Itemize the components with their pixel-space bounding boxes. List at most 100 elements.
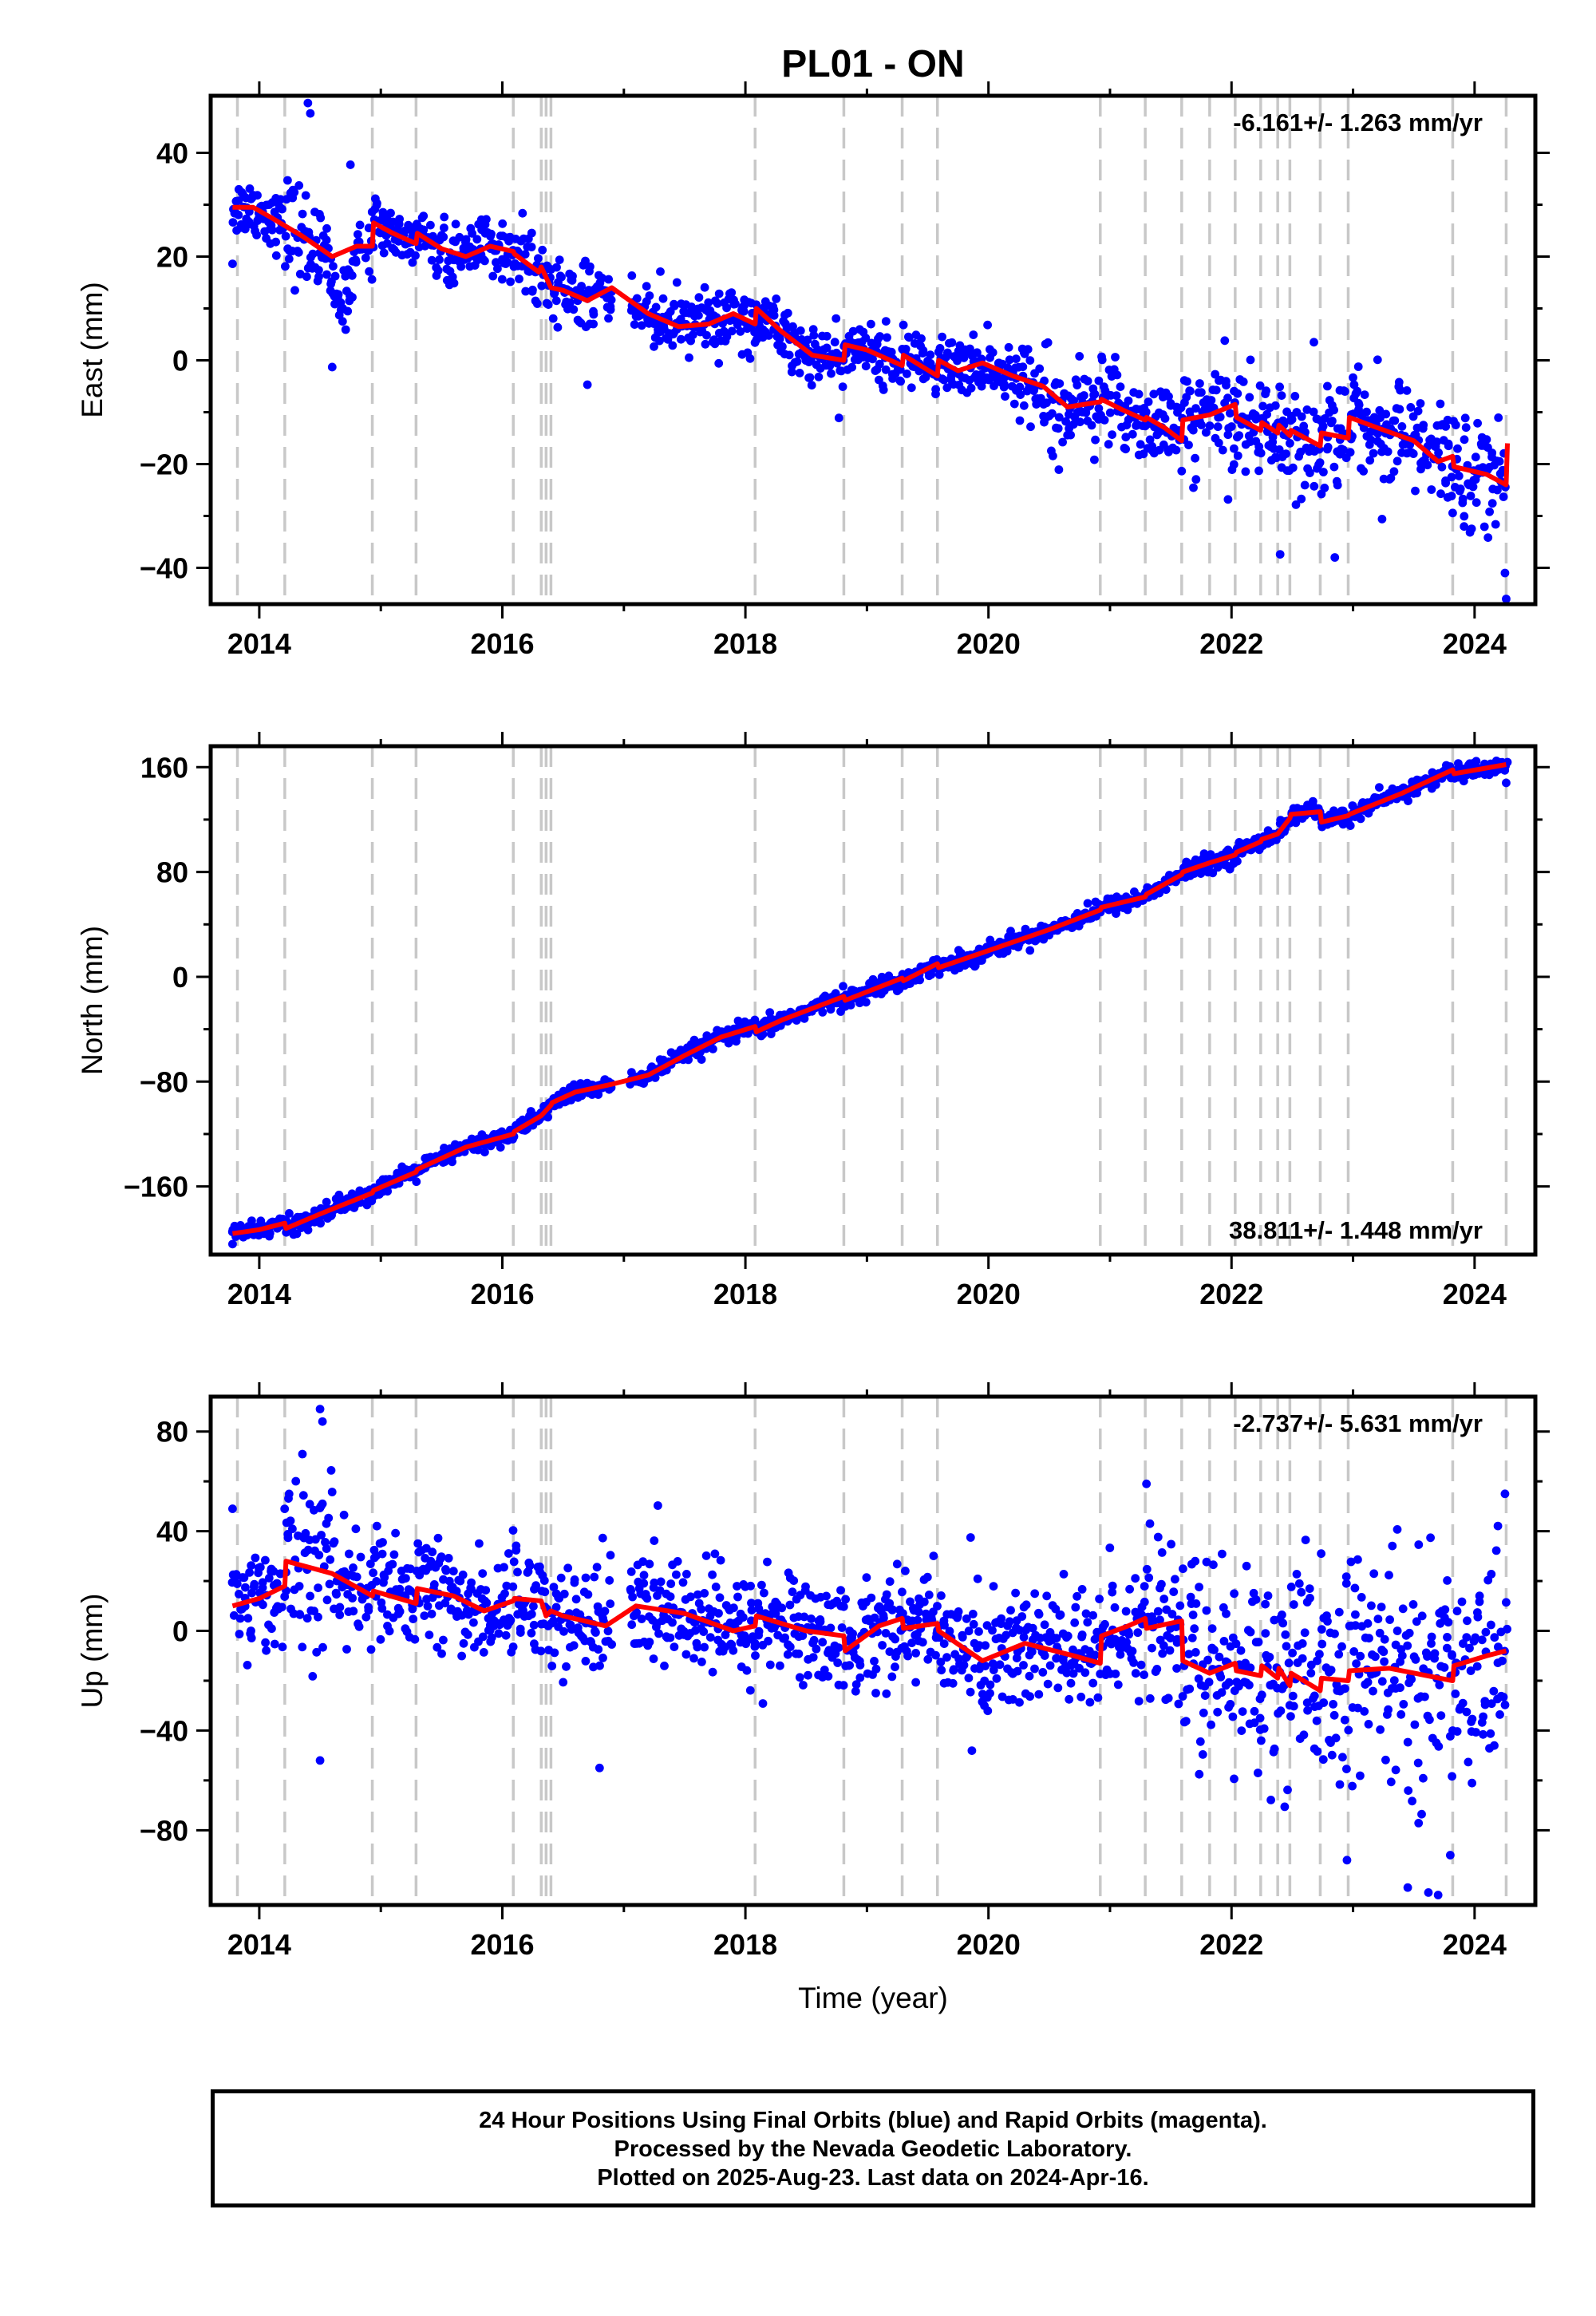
data-point — [1008, 1695, 1017, 1704]
data-point — [1364, 1720, 1373, 1729]
data-point — [239, 1573, 249, 1583]
data-point — [241, 1583, 250, 1592]
data-point — [1149, 1616, 1158, 1626]
data-point — [1427, 485, 1436, 494]
data-point — [1418, 424, 1428, 433]
x-tick-label: 2018 — [713, 1278, 777, 1310]
data-point — [1367, 1601, 1376, 1611]
data-point — [1452, 1727, 1462, 1736]
data-point — [1466, 1666, 1476, 1675]
data-point — [1491, 520, 1500, 529]
data-point — [497, 275, 507, 284]
data-point — [867, 1593, 876, 1603]
data-point — [966, 383, 976, 393]
data-point — [1413, 406, 1423, 416]
data-point — [481, 1586, 491, 1595]
data-point — [1045, 1661, 1055, 1670]
data-point — [1371, 1652, 1380, 1662]
data-point — [232, 1579, 242, 1588]
data-point — [878, 1641, 887, 1650]
data-point — [598, 1533, 607, 1543]
data-point — [243, 1661, 252, 1670]
data-point — [595, 1763, 604, 1773]
data-point — [827, 369, 836, 378]
data-point — [966, 344, 974, 354]
data-point — [1454, 472, 1464, 480]
data-point — [848, 326, 858, 336]
data-point — [1108, 430, 1116, 439]
data-point — [627, 271, 637, 280]
data-point — [318, 1417, 327, 1426]
data-point — [642, 282, 651, 291]
data-point — [515, 275, 523, 283]
data-point — [1071, 1603, 1080, 1612]
data-point — [882, 1689, 891, 1698]
data-point — [898, 1587, 907, 1597]
data-point — [1093, 1693, 1103, 1702]
data-point — [294, 181, 304, 190]
plot-frame — [208, 744, 1538, 1257]
data-point — [1187, 1633, 1197, 1642]
data-point — [1134, 389, 1144, 399]
data-point — [891, 1634, 900, 1644]
data-point — [1250, 1706, 1259, 1716]
data-point — [1451, 1690, 1460, 1698]
data-point — [306, 1591, 314, 1601]
data-point — [326, 1466, 336, 1475]
data-point — [552, 263, 561, 272]
data-point — [666, 1579, 676, 1588]
data-point — [1335, 1780, 1345, 1789]
data-point — [325, 1579, 334, 1589]
data-point — [308, 1672, 318, 1681]
data-point — [1289, 1600, 1298, 1609]
data-point — [531, 1581, 540, 1591]
data-point — [589, 310, 598, 319]
data-point — [1123, 905, 1132, 915]
data-point — [1140, 1670, 1148, 1680]
data-point — [800, 1612, 809, 1622]
data-point — [469, 1618, 478, 1627]
data-point — [1490, 1741, 1499, 1750]
data-point — [1424, 1887, 1433, 1897]
data-point — [1017, 1612, 1027, 1621]
data-point — [1202, 1606, 1211, 1615]
data-point — [1133, 1628, 1143, 1638]
data-point — [1329, 405, 1338, 415]
data-point — [839, 1681, 848, 1690]
data-point — [807, 381, 816, 390]
data-point — [1375, 1628, 1385, 1638]
data-point — [693, 1642, 702, 1652]
data-point — [270, 1639, 279, 1649]
data-point — [590, 1572, 599, 1582]
data-point — [1077, 1692, 1086, 1701]
data-point — [796, 326, 805, 335]
data-point — [1356, 1651, 1365, 1661]
data-point — [1195, 1737, 1205, 1746]
data-point — [261, 1638, 270, 1647]
data-point — [750, 1638, 760, 1648]
data-point — [700, 1589, 709, 1598]
data-point — [334, 290, 343, 299]
data-point — [259, 1600, 267, 1610]
data-point — [314, 266, 323, 275]
data-point — [785, 1600, 795, 1610]
data-point — [1011, 1588, 1020, 1598]
data-point — [496, 1143, 505, 1152]
data-point — [306, 109, 315, 118]
data-point — [1393, 1525, 1402, 1534]
data-point — [1365, 1634, 1373, 1643]
data-point — [352, 1572, 361, 1582]
data-point — [836, 1586, 845, 1595]
data-point — [1403, 1883, 1412, 1892]
data-point — [1315, 458, 1325, 467]
data-point — [673, 1557, 682, 1566]
data-point — [1360, 1707, 1369, 1716]
data-point — [264, 1574, 274, 1583]
data-point — [727, 288, 737, 297]
data-point — [862, 1573, 871, 1583]
data-point — [1246, 1663, 1255, 1673]
data-point — [456, 262, 466, 271]
data-point — [906, 1597, 915, 1607]
data-point — [1369, 1686, 1377, 1696]
